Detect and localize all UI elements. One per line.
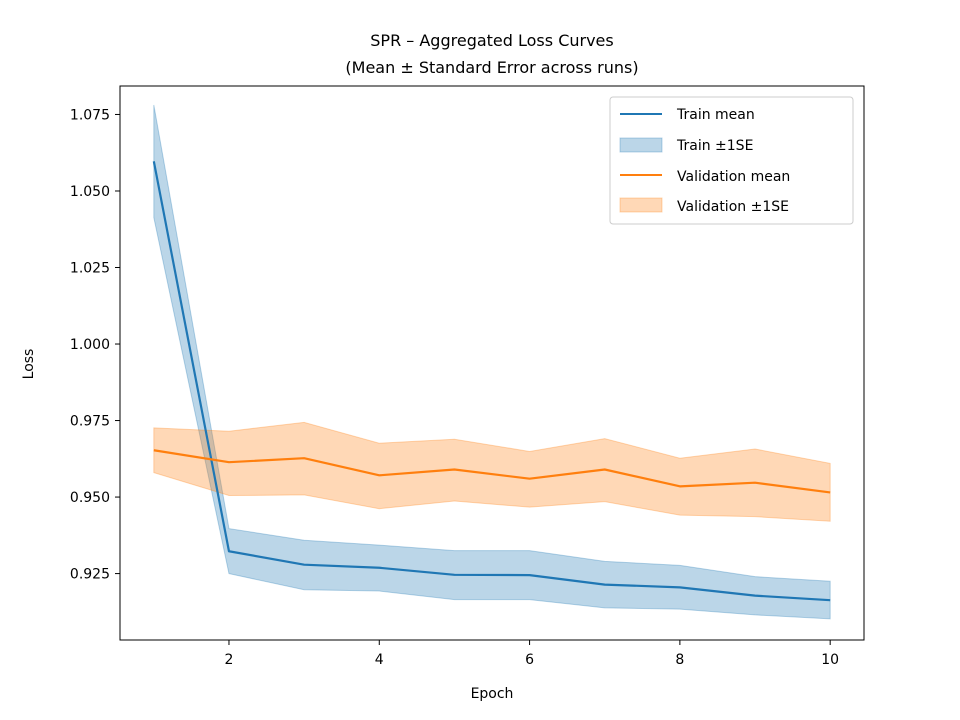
x-axis-label: Epoch — [471, 686, 514, 702]
error-bands — [153, 104, 831, 620]
legend-swatch-train-se — [619, 137, 663, 153]
legend: Train mean Train ±1SE Validation mean Va… — [609, 96, 854, 225]
legend-label-validation-se: Validation ±1SE — [677, 199, 789, 215]
series-0-mean-line — [152, 161, 831, 602]
x-tick-label: 8 — [675, 652, 684, 668]
chart-title-line2: (Mean ± Standard Error across runs) — [345, 58, 638, 77]
legend-swatch-validation-se — [619, 197, 663, 213]
series-1-mean-line — [153, 449, 831, 494]
mean-lines — [152, 161, 831, 602]
x-tick-label: 2 — [225, 652, 234, 668]
legend-label-train-se: Train ±1SE — [676, 138, 753, 154]
x-tick-label: 10 — [821, 652, 839, 668]
series-0-se-band — [153, 104, 831, 620]
x-axis-ticks: 2 4 6 8 10 — [225, 640, 839, 668]
y-axis-label: Loss — [21, 349, 37, 380]
y-tick-label: 1.000 — [70, 337, 110, 353]
x-tick-label: 4 — [375, 652, 384, 668]
legend-label-train-mean: Train mean — [676, 107, 755, 123]
legend-label-validation-mean: Validation mean — [677, 169, 790, 185]
x-tick-label: 6 — [525, 652, 534, 668]
chart-title-line1: SPR – Aggregated Loss Curves — [370, 31, 613, 50]
y-tick-label: 0.950 — [70, 490, 110, 506]
y-tick-label: 1.075 — [70, 107, 110, 123]
y-tick-label: 1.025 — [70, 261, 110, 277]
plot-frame — [119, 85, 865, 641]
y-tick-label: 0.975 — [70, 414, 110, 430]
series-1-se-band — [153, 421, 831, 522]
y-tick-label: 0.925 — [70, 567, 110, 583]
legend-box — [609, 96, 854, 225]
y-tick-label: 1.050 — [70, 184, 110, 200]
y-axis-ticks: 0.925 0.950 0.975 1.000 1.025 1.050 1.075 — [70, 107, 120, 583]
